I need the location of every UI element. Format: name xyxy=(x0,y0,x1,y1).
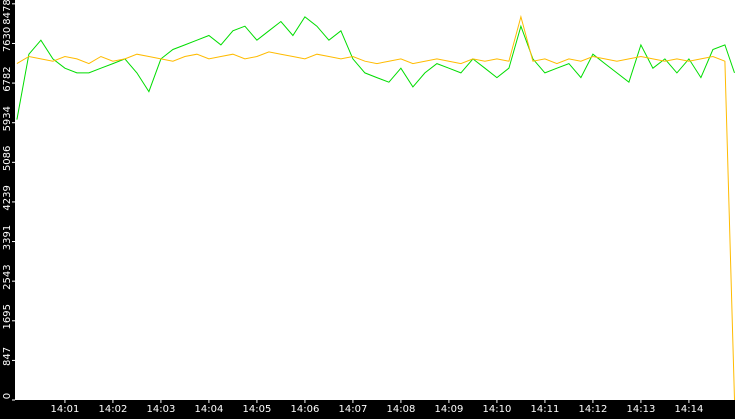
x-tick-label: 14:07 xyxy=(339,404,368,415)
y-tick-label: 8478 xyxy=(2,0,13,25)
x-tick-label: 14:08 xyxy=(387,404,416,415)
y-tick-label: 6782 xyxy=(2,66,13,91)
y-tick-label: 5086 xyxy=(2,146,13,171)
x-tick-label: 14:05 xyxy=(243,404,272,415)
x-tick-label: 14:10 xyxy=(483,404,512,415)
x-tick-label: 14:02 xyxy=(99,404,128,415)
series-line xyxy=(16,14,735,401)
y-tick-label: 0 xyxy=(2,393,13,399)
x-tick-label: 14:13 xyxy=(627,404,656,415)
y-tick-label: 847 xyxy=(2,347,13,366)
x-tick-label: 14:09 xyxy=(435,404,464,415)
y-tick-label: 3391 xyxy=(2,225,13,250)
x-tick-label: 14:12 xyxy=(579,404,608,415)
y-tick-label: 4239 xyxy=(2,185,13,210)
plot-area xyxy=(15,0,735,400)
y-tick-label: 7630 xyxy=(2,27,13,52)
series-line xyxy=(16,16,735,120)
x-tick-label: 14:03 xyxy=(147,404,176,415)
x-tick-label: 14:11 xyxy=(531,404,560,415)
y-tick-label: 2543 xyxy=(2,264,13,289)
y-tick-label: 1695 xyxy=(2,304,13,329)
x-tick-label: 14:06 xyxy=(291,404,320,415)
x-tick-label: 14:04 xyxy=(195,404,224,415)
y-tick-label: 5934 xyxy=(2,106,13,131)
x-tick-label: 14:01 xyxy=(51,404,80,415)
x-tick-label: 14:14 xyxy=(675,404,704,415)
